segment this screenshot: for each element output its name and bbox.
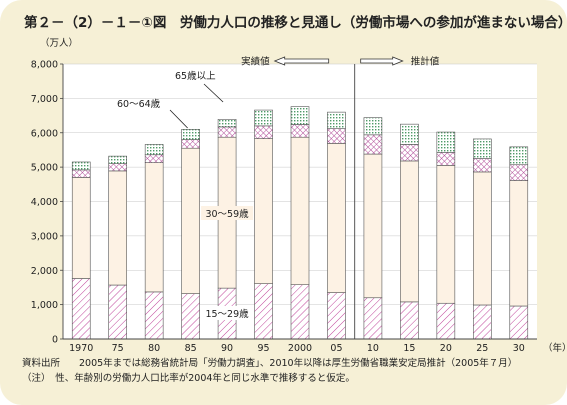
x-tick-label: 80 [148,343,160,354]
bar-15-29 [327,292,346,340]
y-tick-label: 3,000 [31,231,58,242]
bar-65-plus [327,111,346,129]
y-tick-label: 4,000 [31,197,58,208]
bar-30-59 [436,165,456,304]
bar-30-59 [363,153,383,299]
bar-60-64 [144,154,164,163]
x-tick-label: 90 [221,343,233,354]
bar-60-64 [254,125,273,139]
bar-60-64 [363,134,383,155]
footnote: （注） 性、年齢別の労働力人口比率が2004年と同じ水準で推移すると仮定。 [22,373,355,384]
bar-60-64 [290,124,310,138]
bar-60-64 [108,163,127,172]
annotations: 実績値 推計値 65歳以上 60～64歳 30～59歳 15～29歳 [117,56,440,320]
x-tick-label: 95 [257,343,269,354]
bar-60-64 [473,158,492,173]
arrow-projected [360,56,404,66]
bar-60-64 [71,169,91,178]
x-tick-label: 75 [112,343,124,354]
bar-65-plus [363,117,383,136]
bar-60-64 [327,128,346,144]
bar-65-plus [71,161,91,171]
bar-30-59 [290,136,310,285]
series-label-60-64: 60～64歳 [117,98,161,110]
series-label-15-29: 15～29歳 [205,308,249,320]
y-tick-label: 6,000 [31,128,58,139]
series-label-bg-15-29 [201,306,254,320]
bar-30-59 [71,177,91,279]
x-axis-unit: （年） [543,342,567,354]
bar-65-plus [509,146,529,166]
y-tick-label: 0 [52,335,58,346]
bar-60-64 [181,139,200,149]
bar-15-29 [509,305,529,340]
bar-30-59 [327,143,346,293]
bar-30-59 [473,171,492,306]
x-tick-label: 05 [330,343,342,354]
y-tick-label: 2,000 [31,266,58,277]
bar-60-64 [436,152,456,166]
label-projected: 推計値 [411,56,440,68]
bar-65-plus [436,131,456,153]
label-actual: 実績値 [241,56,270,68]
bar-30-59 [400,160,419,303]
bar-15-29 [71,278,91,340]
bar-15-29 [144,291,164,340]
bar-30-59 [509,180,529,307]
y-tick-label: 1,000 [31,300,58,311]
bar-65-plus [144,144,164,156]
bar-15-29 [436,302,456,340]
x-tick-label: 2000 [288,343,312,354]
bar-15-29 [400,301,419,340]
leader-60-64 [169,109,188,129]
bar-15-29 [181,293,200,340]
bar-65-plus [473,138,492,159]
bars [71,106,529,340]
bar-65-plus [108,155,127,164]
bar-65-plus [217,119,237,128]
series-label-30-59: 30～59歳 [205,208,249,220]
y-axis-unit: （万人） [40,37,78,49]
bar-60-64 [217,126,237,138]
bar-65-plus [290,106,310,125]
y-tick-label: 5,000 [31,163,58,174]
bar-60-64 [509,164,529,181]
bar-15-29 [363,297,383,340]
axes [60,63,537,340]
bar-60-64 [400,144,419,162]
x-tick-label: 10 [367,343,379,354]
source-note: 資料出所 2005年までは総務省統計局「労働力調査」、2010年以降は厚生労働省… [22,358,518,369]
x-tick-label: 20 [440,343,452,354]
bar-30-59 [108,170,127,286]
x-tick-label: 1970 [69,343,93,354]
bar-65-plus [400,123,419,145]
bar-15-29 [290,284,310,340]
x-tick-label: 30 [513,343,525,354]
series-label-65-plus: 65歳以上 [175,70,216,82]
y-tick-label: 7,000 [31,94,58,105]
bar-30-59 [144,162,164,293]
arrow-actual [273,56,330,66]
leader-65-plus [203,83,224,103]
y-tick-label: 8,000 [31,60,58,71]
figure-title: 第２－（2）－１－①図 労働力人口の推移と見通し（労働市場への参加が進まない場合… [24,15,567,31]
bar-15-29 [108,284,127,340]
bar-65-plus [181,129,200,140]
axis-labels: 0 1,000 2,000 3,000 4,000 5,000 6,000 7,000 8,00… [31,37,567,354]
bar-15-29 [473,304,492,340]
bar-30-59 [254,138,273,284]
x-tick-label: 15 [403,343,415,354]
bar-15-29 [254,283,273,340]
x-tick-label: 85 [185,343,197,354]
x-tick-label: 25 [476,343,488,354]
bar-30-59 [181,147,200,294]
bar-65-plus [254,109,273,127]
series-label-bg-30-59 [201,206,254,220]
